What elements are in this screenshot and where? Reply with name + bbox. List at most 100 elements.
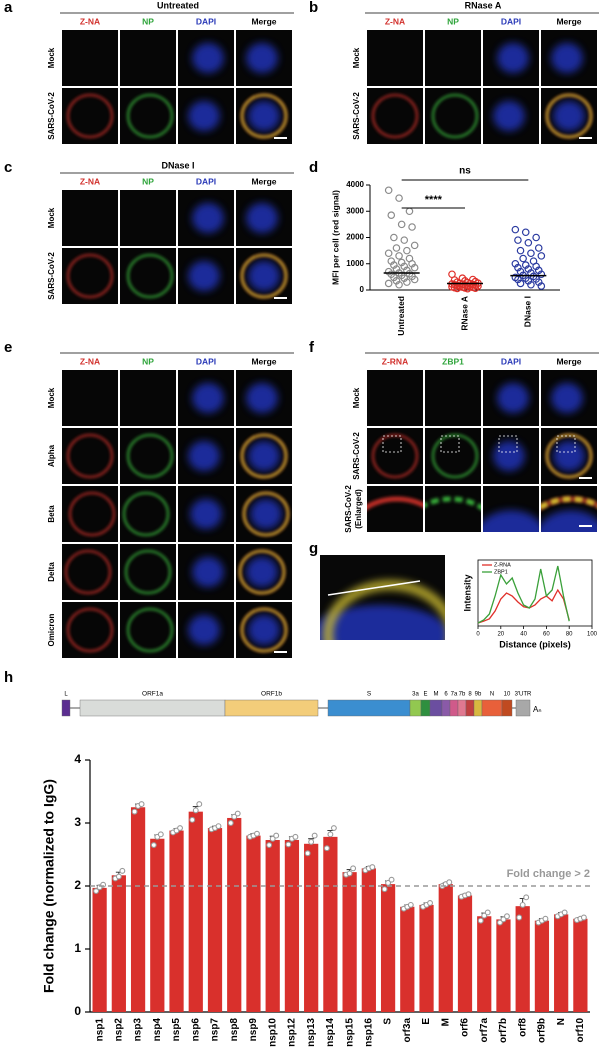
replicate-dot <box>215 823 222 830</box>
image-background <box>62 30 118 86</box>
micrograph <box>541 30 597 86</box>
replicate-dot <box>119 867 126 874</box>
nucleus <box>248 440 280 472</box>
nucleus <box>188 440 220 472</box>
image-background <box>425 486 481 532</box>
nucleus <box>497 42 529 74</box>
genome-segment <box>61 699 71 717</box>
dot <box>384 186 393 195</box>
dot <box>410 241 419 250</box>
x-tick-label: nsp15 <box>344 1018 355 1047</box>
bar <box>265 840 280 1012</box>
dot <box>403 246 411 255</box>
image-background <box>425 370 481 426</box>
bar <box>304 843 319 1012</box>
micrograph <box>483 30 539 86</box>
replicate-dot <box>500 916 507 923</box>
x-tick-label: 80 <box>566 632 573 638</box>
replicate-dot <box>523 894 530 901</box>
micrograph <box>120 248 176 304</box>
image-background <box>120 88 176 144</box>
bar <box>400 906 415 1012</box>
nucleus <box>192 202 224 234</box>
dot <box>395 194 403 202</box>
nucleus <box>248 614 280 646</box>
genome-label: 10 <box>504 692 511 698</box>
micrograph <box>541 370 597 426</box>
replicate-dot <box>254 830 260 837</box>
dot <box>403 278 411 286</box>
image-background <box>120 486 176 542</box>
replicate-dot <box>465 891 472 898</box>
dot <box>537 282 546 290</box>
x-tick-label: nsp12 <box>287 1018 298 1047</box>
nucleus <box>246 382 278 414</box>
replicate-dot <box>327 831 334 838</box>
micrograph <box>541 428 597 484</box>
genome-label: L <box>64 692 68 698</box>
replicate-dot <box>157 831 164 838</box>
plot-frame <box>477 559 593 627</box>
replicate-dot <box>427 900 433 906</box>
row-label: SARS-CoV-2 <box>352 92 361 140</box>
green-ring <box>125 550 171 594</box>
panel-letter: a <box>4 0 13 16</box>
bar <box>573 918 588 1012</box>
replicate-dot <box>308 838 315 845</box>
channel-label: NP <box>447 16 459 26</box>
nucleus <box>248 100 280 132</box>
y-tick-label: 2 <box>74 878 81 892</box>
replicate-dot <box>269 835 276 842</box>
micrograph <box>62 30 118 86</box>
genome-segment <box>224 699 319 717</box>
channel-label: Merge <box>556 356 581 366</box>
bar <box>554 914 569 1012</box>
genome-label: N <box>490 692 494 698</box>
x-tick-label: orf7b <box>498 1018 509 1043</box>
nucleus <box>320 605 445 640</box>
bar <box>246 835 261 1012</box>
bar <box>534 920 550 1012</box>
micrograph <box>236 88 292 144</box>
x-tick-label: orf9b <box>537 1018 548 1043</box>
replicate-dot <box>285 841 292 848</box>
replicate-dot <box>381 886 388 893</box>
replicate-dot <box>580 914 587 921</box>
x-tick-label: M <box>440 1018 451 1026</box>
x-tick-label: nsp1 <box>94 1018 105 1042</box>
nucleus <box>192 42 224 74</box>
channel-label: Merge <box>251 356 276 366</box>
micrograph <box>483 88 539 144</box>
replicate-dot <box>504 913 510 920</box>
image-background <box>62 544 118 600</box>
dot <box>400 236 409 244</box>
micrograph <box>425 370 481 426</box>
image-background <box>62 486 118 542</box>
dot <box>387 211 396 219</box>
micrograph <box>62 602 118 658</box>
micrograph <box>425 88 481 144</box>
dot <box>524 238 533 247</box>
genome-segment <box>481 699 503 717</box>
image-background <box>120 248 176 304</box>
replicate-dot <box>484 909 491 916</box>
nucleus <box>190 498 222 530</box>
panel-letter: e <box>4 339 12 356</box>
micrograph <box>178 248 234 304</box>
channel-label: DAPI <box>196 356 216 366</box>
x-tick-label: orf7a <box>479 1018 490 1043</box>
micrograph <box>178 370 234 426</box>
x-tick-label: orf8 <box>517 1018 528 1037</box>
dot <box>453 284 462 293</box>
genome-segment <box>441 699 451 717</box>
genome-label: ORF1a <box>142 691 163 698</box>
micrograph <box>120 370 176 426</box>
green-ring <box>127 434 173 478</box>
replicate-dot <box>407 901 414 908</box>
legend-label: Z-RNA <box>494 562 511 568</box>
green-ring <box>243 492 289 536</box>
bar <box>380 884 396 1012</box>
x-tick-label: Untreated <box>396 296 406 336</box>
image-background <box>367 486 423 532</box>
micrograph <box>62 370 118 426</box>
